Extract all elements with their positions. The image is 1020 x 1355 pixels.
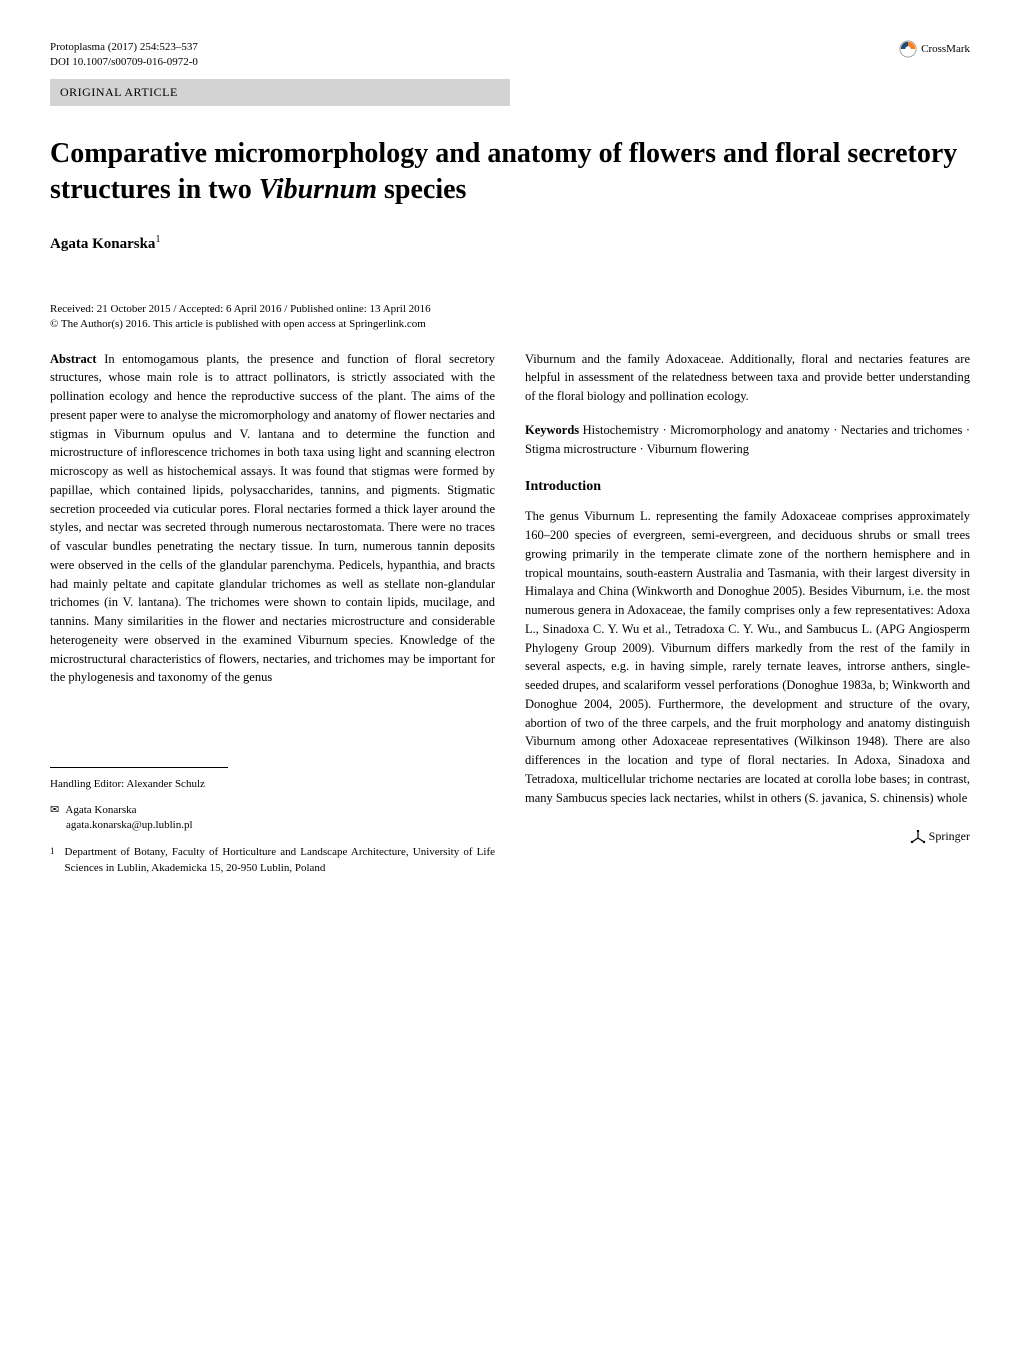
title-italic: Viburnum (259, 174, 377, 205)
author-affiliation-number: 1 (155, 234, 160, 245)
crossmark-label: CrossMark (921, 43, 970, 55)
affiliation-block: 1 Department of Botany, Faculty of Horti… (50, 845, 495, 876)
correspondence-email: agata.konarska@up.lublin.pl (66, 819, 193, 831)
author-line: Agata Konarska1 (50, 234, 970, 253)
abstract-continuation: Viburnum and the family Adoxaceae. Addit… (525, 350, 970, 406)
crossmark-badge[interactable]: CrossMark (899, 40, 970, 58)
affiliation-number: 1 (50, 845, 55, 876)
doi: DOI 10.1007/s00709-016-0972-0 (50, 55, 198, 70)
abstract-label: Abstract (50, 352, 97, 366)
abstract-text: In entomogamous plants, the presence and… (50, 352, 495, 685)
abstract-paragraph: Abstract In entomogamous plants, the pre… (50, 350, 495, 688)
introduction-text: The genus Viburnum L. representing the f… (525, 507, 970, 807)
correspondence-block: ✉ Agata Konarska agata.konarska@up.lubli… (50, 803, 495, 834)
main-content: Abstract In entomogamous plants, the pre… (50, 350, 970, 877)
right-column: Viburnum and the family Adoxaceae. Addit… (525, 350, 970, 877)
article-title: Comparative micromorphology and anatomy … (50, 136, 970, 209)
article-type: ORIGINAL ARTICLE (50, 79, 510, 106)
springer-icon (910, 830, 926, 846)
keywords-label: Keywords (525, 423, 579, 437)
affiliation-text: Department of Botany, Faculty of Horticu… (65, 845, 496, 876)
springer-logo: Springer (525, 827, 970, 845)
journal-citation: Protoplasma (2017) 254:523–537 (50, 40, 198, 55)
envelope-icon: ✉ (50, 803, 59, 818)
author-name: Agata Konarska (50, 236, 155, 252)
introduction-heading: Introduction (525, 476, 970, 497)
crossmark-icon (899, 40, 917, 58)
footer-divider (50, 767, 228, 768)
springer-text: Springer (929, 829, 970, 843)
page-header: Protoplasma (2017) 254:523–537 DOI 10.10… (50, 40, 970, 71)
handling-editor: Handling Editor: Alexander Schulz (50, 776, 495, 793)
title-text-1: Comparative micromorphology and anatomy … (50, 138, 957, 205)
keywords-text: Histochemistry · Micromorphology and ana… (525, 423, 970, 456)
correspondence-name: Agata Konarska (65, 804, 136, 816)
journal-info: Protoplasma (2017) 254:523–537 DOI 10.10… (50, 40, 198, 71)
keywords-paragraph: Keywords Histochemistry · Micromorpholog… (525, 421, 970, 459)
left-column: Abstract In entomogamous plants, the pre… (50, 350, 495, 877)
left-footer-block: Handling Editor: Alexander Schulz ✉ Agat… (50, 767, 495, 876)
copyright-line: © The Author(s) 2016. This article is pu… (50, 318, 970, 330)
title-text-2: species (377, 174, 466, 205)
article-dates: Received: 21 October 2015 / Accepted: 6 … (50, 303, 970, 315)
